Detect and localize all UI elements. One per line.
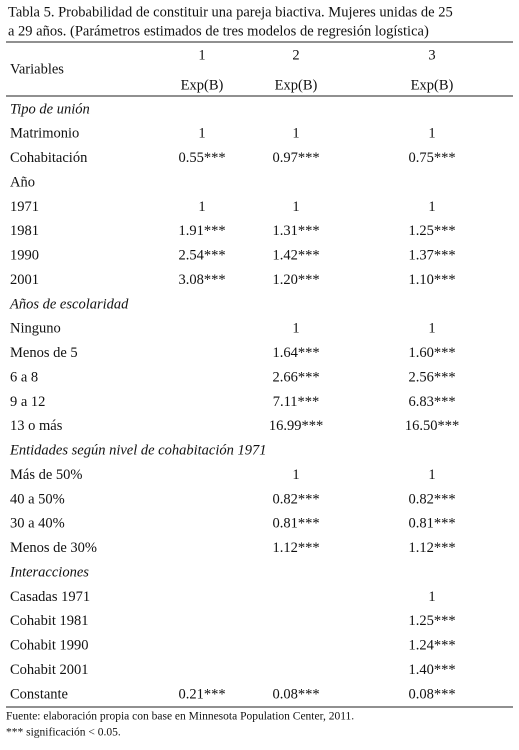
row-label: Ninguno bbox=[10, 321, 61, 337]
cell-value: 1.10*** bbox=[408, 272, 455, 288]
header-variables: Variables bbox=[10, 61, 64, 77]
section-label: Tipo de unión bbox=[10, 101, 90, 117]
cell-value: 1.12*** bbox=[408, 540, 455, 556]
row-label: 2001 bbox=[10, 272, 39, 288]
row-label: 6 a 8 bbox=[10, 369, 38, 385]
footnote: Fuente: elaboración propia con base en M… bbox=[6, 711, 354, 723]
cell-value: 1 bbox=[428, 126, 435, 142]
cell-value: 16.50*** bbox=[405, 418, 459, 434]
row-label: 1990 bbox=[10, 248, 39, 264]
row-label: Menos de 30% bbox=[10, 540, 97, 556]
cell-value: 1.60*** bbox=[408, 345, 455, 361]
row-label: 1971 bbox=[10, 199, 39, 215]
row-label: Más de 50% bbox=[10, 467, 83, 483]
row-label: Matrimonio bbox=[10, 126, 79, 142]
cell-value: 3.08*** bbox=[178, 272, 225, 288]
cell-value: 1 bbox=[292, 126, 299, 142]
section-label: Años de escolaridad bbox=[9, 296, 129, 312]
cell-value: 0.81*** bbox=[272, 516, 319, 532]
row-label: 13 o más bbox=[10, 418, 63, 434]
cell-value: 1 bbox=[198, 199, 205, 215]
cell-value: 6.83*** bbox=[408, 394, 455, 410]
cell-value: 1.91*** bbox=[178, 223, 225, 239]
row-label: 40 a 50% bbox=[10, 491, 65, 507]
cell-value: 1 bbox=[428, 321, 435, 337]
cell-value: 0.55*** bbox=[178, 150, 225, 166]
cell-value: 1.24*** bbox=[408, 638, 455, 654]
cell-value: 2.66*** bbox=[272, 369, 319, 385]
cell-value: 2.54*** bbox=[178, 248, 225, 264]
row-label: Constante bbox=[10, 686, 68, 702]
cell-value: 0.21*** bbox=[178, 686, 225, 702]
cell-value: 1 bbox=[428, 589, 435, 605]
cell-value: 1 bbox=[428, 467, 435, 483]
table-title: Tabla 5. Probabilidad de constituir una … bbox=[8, 4, 453, 20]
model-stat: Exp(B) bbox=[181, 77, 224, 93]
table-title: a 29 años. (Parámetros estimados de tres… bbox=[8, 23, 429, 39]
cell-value: 1.40*** bbox=[408, 662, 455, 678]
model-number: 2 bbox=[292, 47, 299, 63]
cell-value: 2.56*** bbox=[408, 369, 455, 385]
cell-value: 1.31*** bbox=[272, 223, 319, 239]
cell-value: 7.11*** bbox=[273, 394, 320, 410]
model-stat: Exp(B) bbox=[275, 77, 318, 93]
row-label: 9 a 12 bbox=[10, 394, 45, 410]
cell-value: 0.82*** bbox=[408, 491, 455, 507]
cell-value: 0.82*** bbox=[272, 491, 319, 507]
row-label: Cohabit 1990 bbox=[10, 638, 89, 654]
cell-value: 0.75*** bbox=[408, 150, 455, 166]
footnote: *** significación < 0.05. bbox=[6, 727, 121, 739]
cell-value: 0.08*** bbox=[408, 686, 455, 702]
section-label: Interacciones bbox=[9, 564, 89, 580]
cell-value: 1.25*** bbox=[408, 613, 455, 629]
cell-value: 1.42*** bbox=[272, 248, 319, 264]
model-number: 3 bbox=[428, 47, 435, 63]
cell-value: 1 bbox=[198, 126, 205, 142]
row-label: Cohabit 1981 bbox=[10, 613, 89, 629]
row-label: Casadas 1971 bbox=[10, 589, 90, 605]
row-label: Cohabitación bbox=[10, 150, 88, 166]
row-label: Menos de 5 bbox=[10, 345, 78, 361]
cell-value: 1 bbox=[292, 321, 299, 337]
row-label: Año bbox=[10, 174, 35, 190]
cell-value: 1 bbox=[428, 199, 435, 215]
cell-value: 1.37*** bbox=[408, 248, 455, 264]
cell-value: 1.12*** bbox=[272, 540, 319, 556]
row-label: 30 a 40% bbox=[10, 516, 65, 532]
cell-value: 1 bbox=[292, 467, 299, 483]
model-stat: Exp(B) bbox=[411, 77, 454, 93]
cell-value: 0.97*** bbox=[272, 150, 319, 166]
section-label: Entidades según nivel de cohabitación 19… bbox=[9, 443, 267, 459]
cell-value: 1.20*** bbox=[272, 272, 319, 288]
cell-value: 0.08*** bbox=[272, 686, 319, 702]
row-label: 1981 bbox=[10, 223, 39, 239]
model-number: 1 bbox=[198, 47, 205, 63]
cell-value: 1 bbox=[292, 199, 299, 215]
row-label: Cohabit 2001 bbox=[10, 662, 89, 678]
cell-value: 0.81*** bbox=[408, 516, 455, 532]
cell-value: 16.99*** bbox=[269, 418, 323, 434]
cell-value: 1.64*** bbox=[272, 345, 319, 361]
cell-value: 1.25*** bbox=[408, 223, 455, 239]
